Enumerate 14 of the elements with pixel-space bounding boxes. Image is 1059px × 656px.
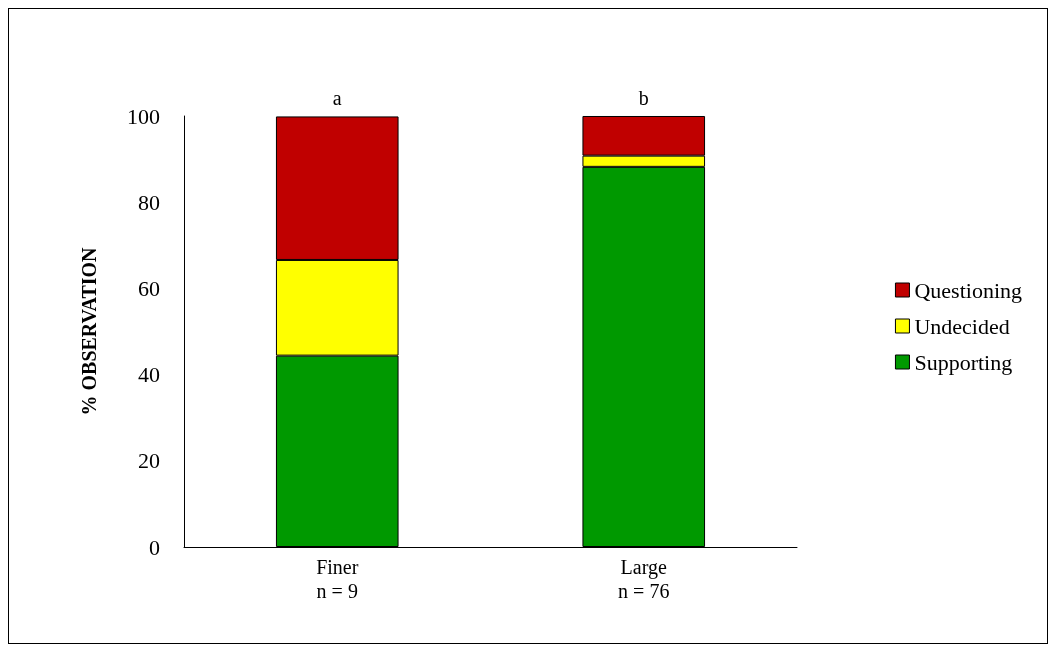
annotation: a [332,87,342,109]
legend-label: Supporting [914,349,1013,375]
y-axis-title: % OBSERVATION [78,246,100,416]
annotation: b [638,87,649,109]
y-tick-label: 80 [138,189,160,215]
x-tick-label: Large n = 76 [618,556,670,602]
y-tick-label: 0 [149,534,160,560]
legend-label: Undecided [914,313,1010,339]
x-tick-label: Finer n = 9 [316,556,359,602]
y-tick-label: 60 [138,275,160,301]
y-tick-label: 40 [138,362,160,388]
y-tick-label: 20 [138,448,160,474]
y-tick-label: 100 [127,103,160,129]
legend-label: Questioning [914,277,1023,303]
